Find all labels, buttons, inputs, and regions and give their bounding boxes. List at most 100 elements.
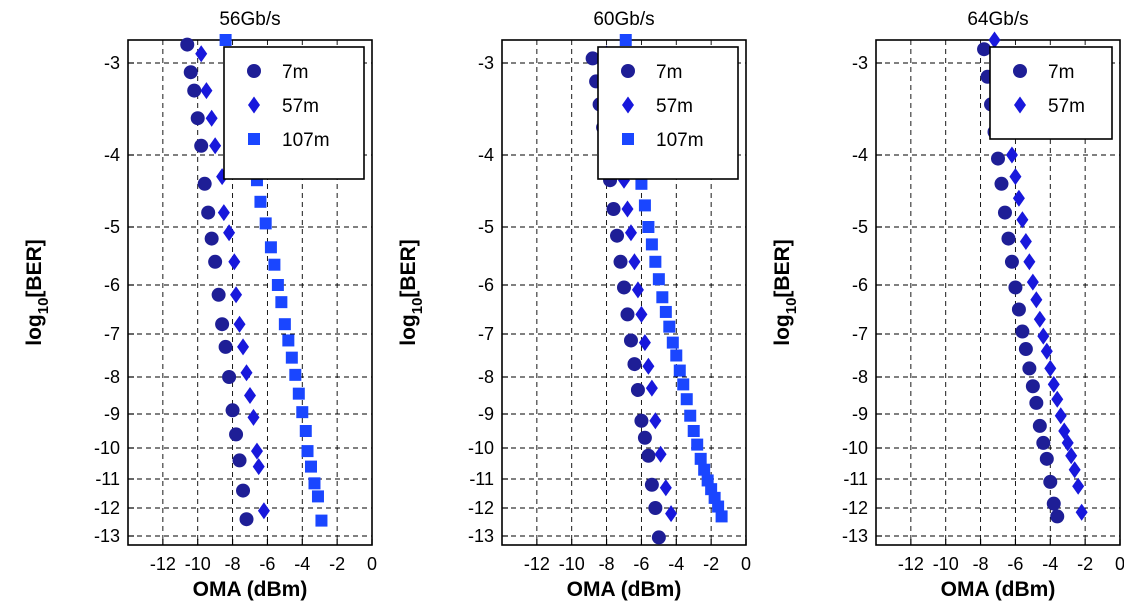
legend-marker: [622, 133, 634, 145]
x-tick-label: -12: [150, 554, 176, 574]
y-tick-label: -3: [478, 53, 494, 73]
data-point: [1043, 474, 1058, 489]
data-point: [1040, 342, 1053, 360]
x-tick-label: -8: [599, 554, 615, 574]
data-point: [271, 279, 284, 291]
y-tick-label: -12: [842, 498, 868, 518]
data-point: [282, 334, 295, 347]
data-point: [289, 368, 302, 381]
data-point: [219, 34, 232, 46]
data-point: [680, 393, 693, 406]
x-tick-label: -10: [185, 554, 211, 574]
x-tick-label: 0: [367, 554, 377, 574]
data-point: [180, 37, 195, 52]
y-tick-label: -6: [478, 275, 494, 295]
plot-frame: [127, 39, 373, 546]
data-point: [1018, 342, 1033, 357]
y-tick-label: -4: [478, 145, 494, 165]
y-axis-label: log10[BER]: [23, 239, 52, 346]
data-point: [606, 202, 621, 216]
chart-title: 60Gb/s: [593, 9, 654, 30]
data-point: [638, 199, 651, 212]
y-tick-label: -4: [852, 145, 868, 165]
x-tick-label: 0: [741, 554, 751, 574]
data-point: [637, 430, 652, 445]
data-point: [264, 241, 277, 254]
x-axis-label: OMA (dBm): [567, 578, 682, 601]
y-tick-label: -13: [94, 526, 120, 546]
legend-entry: 57m: [282, 96, 319, 117]
data-point: [187, 83, 202, 98]
x-tick-label: -8: [973, 554, 989, 574]
legend-box: [989, 46, 1113, 140]
data-point: [628, 253, 641, 271]
data-point: [233, 315, 246, 333]
data-point: [275, 296, 288, 309]
data-point: [663, 320, 676, 333]
y-tick-label: -4: [104, 145, 120, 165]
y-tick-label: -13: [842, 526, 868, 546]
data-point: [247, 408, 260, 426]
chart-title: 64Gb/s: [967, 9, 1028, 30]
data-point: [1026, 273, 1039, 291]
legend-marker: [622, 96, 634, 114]
y-tick-label: -3: [852, 53, 868, 73]
data-point: [1011, 302, 1026, 317]
data-point: [654, 445, 667, 463]
data-point: [649, 412, 662, 430]
y-tick-label: -10: [468, 438, 494, 458]
data-point: [268, 258, 281, 271]
y-tick-label: -5: [852, 217, 868, 237]
data-point: [1032, 418, 1047, 433]
data-point: [183, 65, 198, 80]
legend-entry: 7m: [1048, 62, 1074, 83]
data-point: [225, 403, 240, 418]
data-point: [1030, 291, 1043, 309]
data-point: [694, 452, 707, 465]
data-point: [194, 138, 209, 153]
y-tick-label: -9: [478, 404, 494, 424]
data-point: [659, 305, 672, 318]
y-tick-label: -13: [468, 526, 494, 546]
data-point: [239, 512, 254, 527]
data-point: [197, 176, 212, 191]
data-point: [621, 200, 634, 218]
data-point: [1022, 361, 1037, 376]
y-tick-label: -6: [104, 275, 120, 295]
y-tick-label: -7: [104, 324, 120, 344]
data-point: [1054, 407, 1067, 425]
data-point: [1036, 435, 1051, 450]
data-point: [215, 317, 230, 332]
legend: 7m 57m 107m: [223, 46, 365, 180]
data-point: [299, 425, 312, 437]
x-axis-label: OMA (dBm): [193, 578, 308, 601]
legend-marker: [248, 96, 260, 114]
data-point: [673, 364, 686, 377]
data-point: [659, 479, 672, 497]
y-tick-label: -7: [852, 324, 868, 344]
data-point: [687, 425, 700, 437]
legend-entry: 107m: [282, 130, 330, 151]
data-point: [619, 34, 632, 46]
data-point: [1075, 503, 1088, 521]
data-point: [1065, 447, 1078, 465]
data-point: [631, 281, 644, 299]
data-point: [1039, 451, 1054, 466]
data-point: [610, 228, 625, 243]
data-point: [691, 438, 704, 451]
data-point: [1029, 395, 1044, 410]
data-point: [230, 286, 243, 304]
data-point: [1044, 359, 1057, 377]
data-point: [642, 357, 655, 375]
data-point: [209, 137, 222, 155]
data-point: [1050, 509, 1065, 524]
data-point: [190, 111, 205, 126]
x-tick-label: -6: [633, 554, 649, 574]
data-point: [201, 205, 216, 220]
data-point: [218, 339, 233, 354]
x-tick-label: 0: [1115, 554, 1124, 574]
data-point: [292, 387, 305, 400]
data-point: [257, 502, 270, 520]
data-point: [240, 364, 253, 382]
